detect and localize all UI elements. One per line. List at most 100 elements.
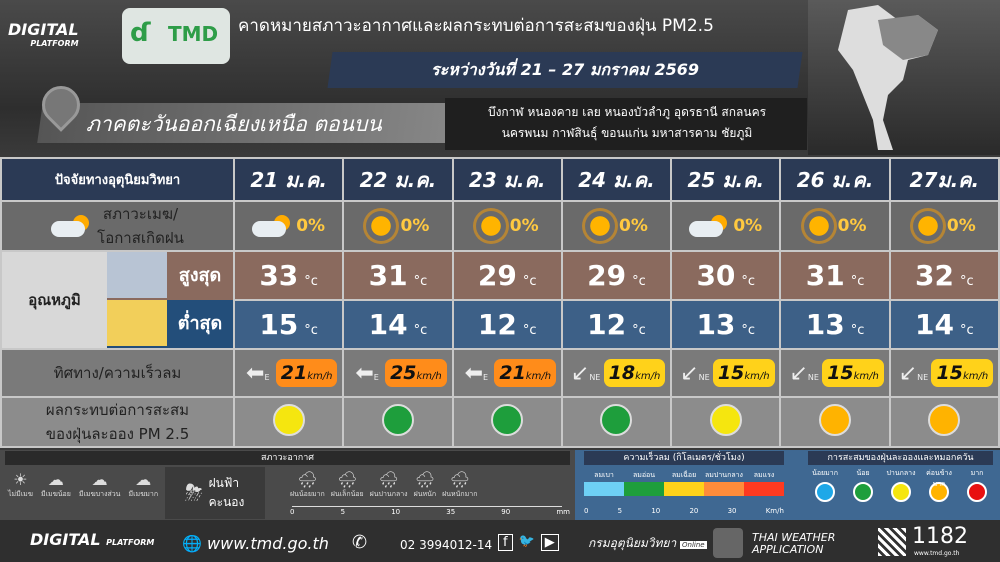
partly-cloudy-icon [51, 215, 91, 237]
wind-direction-arrow-icon: ↙NE [898, 360, 929, 386]
rain-legend-label: ฝนเล็กน้อย [330, 490, 364, 498]
cloud-icon: ☁ [135, 470, 152, 489]
wind-unit: km/h [416, 371, 442, 382]
brand-text: DIGITAL [8, 20, 79, 39]
temp-unit: °c [632, 274, 646, 289]
pm-cell [451, 396, 563, 448]
wind-unit: km/h [744, 371, 770, 382]
pm-color-dot [929, 482, 949, 502]
temp-unit: °c [960, 323, 974, 338]
max-temp-cell: 33 °c [232, 250, 345, 301]
pm-legend-label: ปานกลาง [886, 469, 916, 477]
wind-legend-item: ลมแรง [744, 470, 784, 496]
partly-cloudy-icon [252, 215, 292, 237]
pm-cell [232, 396, 345, 448]
rain-legend-label: ฝนปานกลาง [369, 490, 408, 498]
date-range: ระหว่างวันที่ 21 – 27 มกราคม 2569 [431, 60, 699, 79]
pm-label-1: ผลกระทบต่อการสะสม [45, 401, 190, 419]
rain-legend-item: 🌧 ฝนหนัก [414, 470, 437, 500]
footer-brand-text: DIGITAL [30, 530, 101, 549]
pm-level-dot [381, 404, 414, 436]
max-label: สูงสุด [178, 265, 222, 286]
wind-unit: km/h [635, 371, 661, 382]
sky-legend-item: ☁ มีเมฆมาก [128, 470, 158, 500]
sky-label: สภาวะเมฆ/โอกาสเกิดฝน [0, 200, 235, 252]
pm-label-2: ของฝุ่นละออง PM 2.5 [45, 425, 190, 443]
thermometer-cold-icon [107, 300, 167, 346]
facebook-icon[interactable]: f [498, 534, 513, 551]
wind-unit: km/h [525, 371, 552, 382]
pm-legend-item: ปานกลาง [884, 468, 918, 502]
digital-platform-logo: DIGITAL PLATFORM [8, 20, 79, 48]
wind-direction: NE [698, 372, 710, 382]
wind-legend-label: ลมปานกลาง [705, 471, 743, 479]
sun-icon: ☀ [13, 470, 28, 489]
pm-legend-item: น้อย [846, 468, 880, 502]
wind-legend-label: ลมแรง [753, 471, 775, 479]
day-header: 22 ม.ค. [342, 157, 454, 202]
temp-unit: °c [960, 274, 974, 289]
sky-legend-item: ☁ มีเมฆบางส่วน [79, 470, 121, 500]
sun-icon [585, 211, 616, 241]
temp-unit: °c [304, 323, 318, 338]
temp-unit: °c [741, 323, 756, 338]
wind-legend-title: ความเร็วลม (กิโลเมตร/ชั่วโมง) [584, 451, 784, 465]
pm-cell [670, 396, 782, 448]
min-temp: 12 [587, 308, 627, 341]
temp-unit: °c [522, 274, 537, 289]
max-temp-cell: 29 °c [451, 250, 563, 301]
max-temp: 31 [368, 259, 408, 292]
pm-level-dot [272, 404, 305, 436]
temp-unit: °c [413, 323, 428, 338]
sky-cell: 0% [342, 200, 454, 252]
rain-tick: 10 [391, 508, 401, 516]
min-temp-cell: 14 °c [888, 299, 1000, 350]
pm-legend-label: น้อยมาก [812, 469, 838, 477]
temp-unit: °c [413, 274, 428, 289]
day-header: 26 ม.ค. [779, 157, 891, 202]
app-icon [713, 528, 743, 558]
pm-color-dot [891, 482, 911, 502]
youtube-icon[interactable]: ▶ [540, 534, 559, 551]
max-temp: 33 [259, 259, 299, 292]
storm-legend: ⛈ ฝนฟ้าคะนอง [165, 467, 265, 519]
sky-legend-label: มีเมฆมาก [128, 490, 159, 498]
wind-speed-badge: 18km/h [603, 359, 666, 387]
min-temp-cell: 12 °c [451, 299, 563, 350]
provinces-box [445, 98, 807, 150]
wind-label: ทิศทาง/ความเร็วลม [0, 348, 235, 398]
wind-speed: 15 [717, 362, 745, 384]
qr-code [878, 528, 906, 556]
pm-legend-item: น้อยมาก [808, 468, 842, 502]
wind-speed: 21 [499, 362, 526, 384]
wind-tick: 5 [617, 507, 623, 515]
wind-speed: 15 [827, 362, 854, 384]
rain-cloud-icon: 🌧 [414, 470, 436, 489]
wind-speed: 21 [280, 362, 308, 384]
day-header: 24 ม.ค. [560, 157, 673, 202]
wind-direction: E [373, 372, 379, 382]
hotline-site: www.tmd.go.th [914, 550, 960, 557]
twitter-icon[interactable]: 🐦 [518, 534, 535, 549]
dept-text: กรมอุตุนิยมวิทยา [588, 536, 677, 550]
rain-cloud-icon: 🌧 [378, 470, 399, 489]
wind-speed-badge: 25km/h [385, 359, 447, 387]
pm-legend-item: มาก [960, 468, 994, 502]
rain-chance: 0% [946, 215, 976, 236]
min-temp-cell: 15 °c [232, 299, 345, 350]
provinces-line: บึงกาฬ หนองคาย เลย หนองบัวลำภู อุดรธานี … [487, 105, 767, 119]
min-temp-cell: 13 °c [670, 299, 782, 350]
min-temp: 15 [259, 308, 299, 341]
pm-cell [888, 396, 1000, 448]
provinces-line: นครพนม กาฬสินธุ์ ขอนแก่น มหาสารคาม ชัยภู… [501, 126, 753, 140]
wind-speed-badge: 21km/h [494, 359, 557, 387]
pm-color-dot [967, 482, 987, 502]
rain-legend-item: 🌧 ฝนเล็กน้อย [331, 470, 364, 500]
pm-legend-label: มาก [970, 469, 984, 477]
website-link[interactable]: 🌐 www.tmd.go.th [182, 534, 329, 553]
wind-legend-label: ลมอ่อน [632, 471, 656, 479]
globe-icon: 🌐 [182, 534, 202, 553]
wind-cell: ↙NE 18km/h [560, 348, 673, 398]
rain-legend-label: ฝนน้อยมาก [290, 490, 325, 498]
forecast-table: ปัจจัยทางอุตุนิยมวิทยา 21 ม.ค. 22 ม.ค. 23 ม… [0, 157, 1000, 448]
